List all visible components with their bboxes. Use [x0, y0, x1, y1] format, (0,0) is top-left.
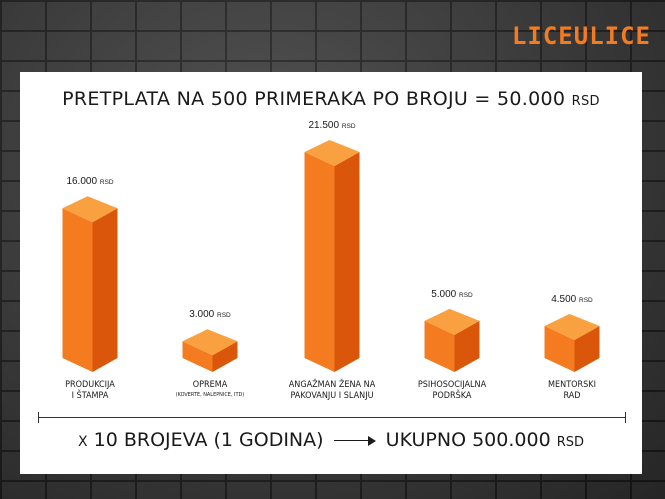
bar-4 — [424, 308, 480, 372]
value-label-2: 3.000 RSD — [189, 309, 231, 321]
bar-front-face — [544, 325, 575, 372]
bar-2 — [182, 329, 238, 372]
value-label-5: 4.500 RSD — [551, 293, 593, 305]
value-label-1: 16.000 RSD — [66, 176, 114, 188]
bar-top-face — [424, 308, 480, 335]
bar-front-face — [62, 208, 93, 372]
brand-logo: LICEULICE — [511, 22, 651, 50]
title-text: PRETPLATA NA 500 PRIMERAKA PO BROJU = 50… — [62, 88, 566, 110]
footer-unit: RSD — [556, 435, 584, 450]
category-label-5: MENTORSKI RAD — [548, 380, 596, 401]
value-label-4: 5.000 RSD — [431, 288, 473, 300]
bar-3 — [304, 140, 360, 372]
bar-side-face — [212, 341, 238, 372]
timeline-axis — [38, 417, 626, 418]
bar-top-face — [544, 313, 600, 340]
bar-front-face — [182, 341, 213, 372]
category-label-4: PSIHOSOCIJALNA PODRŠKA — [417, 380, 487, 401]
bar-5 — [544, 313, 600, 372]
value-label-3: 21.500 RSD — [308, 120, 356, 131]
bar-1 — [62, 196, 118, 372]
bar-top-face — [62, 196, 118, 223]
category-label-1: PRODUKCIJA I ŠTAMPA — [65, 380, 115, 401]
footer-result: UKUPNO 500.000 — [385, 429, 551, 451]
bar-top-face — [182, 329, 238, 356]
bar-side-face — [334, 152, 360, 372]
bar-front-face — [304, 152, 335, 372]
right-arrow-icon — [333, 435, 376, 446]
category-label-2: OPREMA (KOVERTE, NALEPNICE, ITD) — [175, 380, 245, 398]
chart-panel: PRETPLATA NA 500 PRIMERAKA PO BROJU = 50… — [20, 72, 642, 474]
category-label-3: ANGAŽMAN ŽENA NA PAKOVANJU I SLANJU — [288, 380, 376, 401]
bar-chart — [62, 140, 600, 372]
footer-summary: X 10 BROJEVA (1 GODINA) UKUPNO 500.000 R… — [20, 429, 642, 451]
footer-text: 10 BROJEVA (1 GODINA) — [93, 429, 324, 451]
bar-side-face — [454, 320, 480, 372]
bar-side-face — [574, 325, 600, 372]
axis-tick-left — [38, 412, 39, 423]
bar-side-face — [92, 208, 118, 372]
bar-top-face — [304, 140, 360, 166]
bar-front-face — [424, 320, 455, 372]
footer-prefix: X — [78, 434, 88, 450]
title-unit: RSD — [571, 94, 600, 109]
chart-title: PRETPLATA NA 500 PRIMERAKA PO BROJU = 50… — [20, 88, 642, 110]
axis-tick-right — [625, 412, 626, 423]
